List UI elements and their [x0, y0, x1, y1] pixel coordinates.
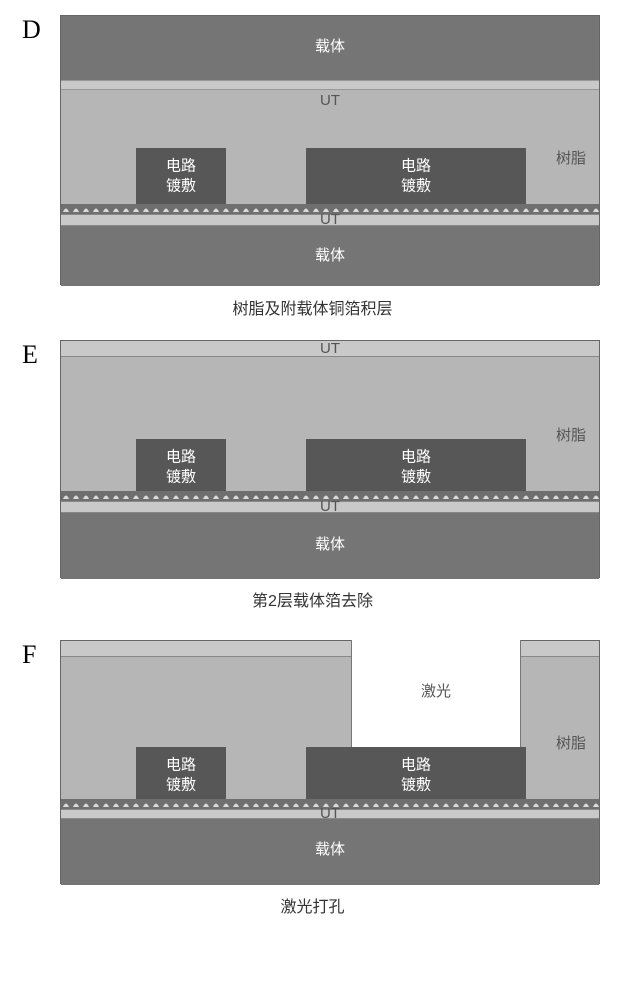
resin-label-d: 树脂: [549, 150, 593, 169]
diagram-d: 载体 UT 树脂 电路 镀敷 电路 镀敷 UT 载体: [60, 15, 600, 285]
section-letter-d: D: [22, 15, 41, 45]
carrier-top-label-d: 载体: [61, 38, 599, 57]
caption-f: 激光打孔: [0, 893, 625, 917]
resin-label-e: 树脂: [549, 427, 593, 446]
ut-strip-top-d: [61, 80, 599, 90]
circuit-block-1-e: 电路 镀敷: [136, 439, 226, 495]
circuit-1-label-e: 电路 镀敷: [136, 448, 226, 487]
diagram-f: 树脂 电路 镀敷 电路 镀敷 激光 UT 载体: [60, 640, 600, 884]
ut-label-top-d: UT: [61, 92, 599, 111]
resin-label-f: 树脂: [549, 735, 593, 754]
panel-f: 树脂 电路 镀敷 电路 镀敷 激光 UT 载体: [60, 640, 600, 884]
circuit-block-2-e: 电路 镀敷: [306, 439, 526, 495]
circuit-block-2-d: 电路 镀敷: [306, 148, 526, 204]
laser-label-f: 激光: [351, 683, 521, 702]
carrier-bot-label-f: 载体: [61, 841, 599, 860]
circuit-block-1-f: 电路 镀敷: [136, 747, 226, 803]
section-letter-f: F: [22, 640, 36, 670]
carrier-bot-label-e: 载体: [61, 536, 599, 555]
circuit-block-2-f: 电路 镀敷: [306, 747, 526, 803]
panel-d: 载体 UT 树脂 电路 镀敷 电路 镀敷 UT 载体: [60, 15, 600, 285]
circuit-2-label-f: 电路 镀敷: [306, 756, 526, 795]
ut-label-top-e: UT: [61, 340, 599, 359]
panel-e: UT 树脂 电路 镀敷 电路 镀敷 UT 载体: [60, 340, 600, 578]
section-letter-e: E: [22, 340, 38, 370]
caption-e: 第2层载体箔去除: [0, 587, 625, 611]
diagram-e: UT 树脂 电路 镀敷 电路 镀敷 UT 载体: [60, 340, 600, 578]
circuit-1-label-d: 电路 镀敷: [136, 157, 226, 196]
carrier-bot-label-d: 载体: [61, 247, 599, 266]
circuit-1-label-f: 电路 镀敷: [136, 756, 226, 795]
circuit-2-label-e: 电路 镀敷: [306, 448, 526, 487]
circuit-2-label-d: 电路 镀敷: [306, 157, 526, 196]
circuit-block-1-d: 电路 镀敷: [136, 148, 226, 204]
caption-d: 树脂及附载体铜箔积层: [0, 295, 625, 319]
